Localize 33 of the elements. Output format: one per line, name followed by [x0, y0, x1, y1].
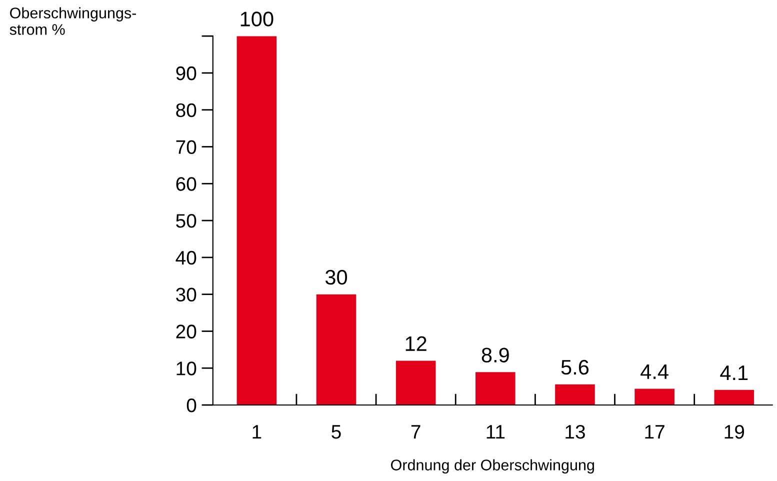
- y-tick-label: 60: [176, 177, 196, 191]
- x-tick-label: 11: [486, 425, 505, 439]
- data-label: 4.1: [720, 366, 748, 380]
- y-tick-label: 50: [176, 214, 196, 228]
- data-label: 12: [406, 336, 426, 351]
- y-tick-label: 10: [176, 362, 196, 376]
- y-tick-label: 70: [176, 140, 196, 154]
- data-label: 100: [240, 12, 274, 26]
- y-tick-label: 30: [176, 288, 196, 302]
- x-axis-title: Ordnung der Oberschwingung: [391, 459, 594, 474]
- x-tick-label: 5: [332, 425, 341, 439]
- x-tick-label: 19: [724, 424, 744, 439]
- bar: [714, 390, 754, 405]
- bar: [236, 36, 277, 405]
- y-tick-label: 40: [176, 250, 196, 265]
- y-tick-label: 20: [176, 324, 196, 338]
- y-axis-title: Oberschwingungs- strom %: [10, 7, 136, 35]
- bar: [555, 384, 595, 405]
- data-label: 4.4: [640, 364, 668, 379]
- x-tick-label: 13: [566, 424, 585, 439]
- data-label: 8.9: [482, 348, 509, 362]
- bar: [634, 388, 674, 405]
- bar: [476, 372, 516, 405]
- x-tick-label: 1: [252, 425, 262, 439]
- data-label: 30: [325, 270, 348, 285]
- bar: [316, 294, 356, 405]
- bar: [396, 360, 436, 405]
- x-tick-label: 17: [645, 425, 664, 439]
- x-tick-label: 7: [411, 425, 420, 439]
- y-tick-label: 0: [186, 398, 196, 412]
- y-tick-label: 80: [176, 103, 196, 118]
- y-tick-label: 90: [176, 66, 196, 80]
- data-label: 5.6: [561, 360, 589, 375]
